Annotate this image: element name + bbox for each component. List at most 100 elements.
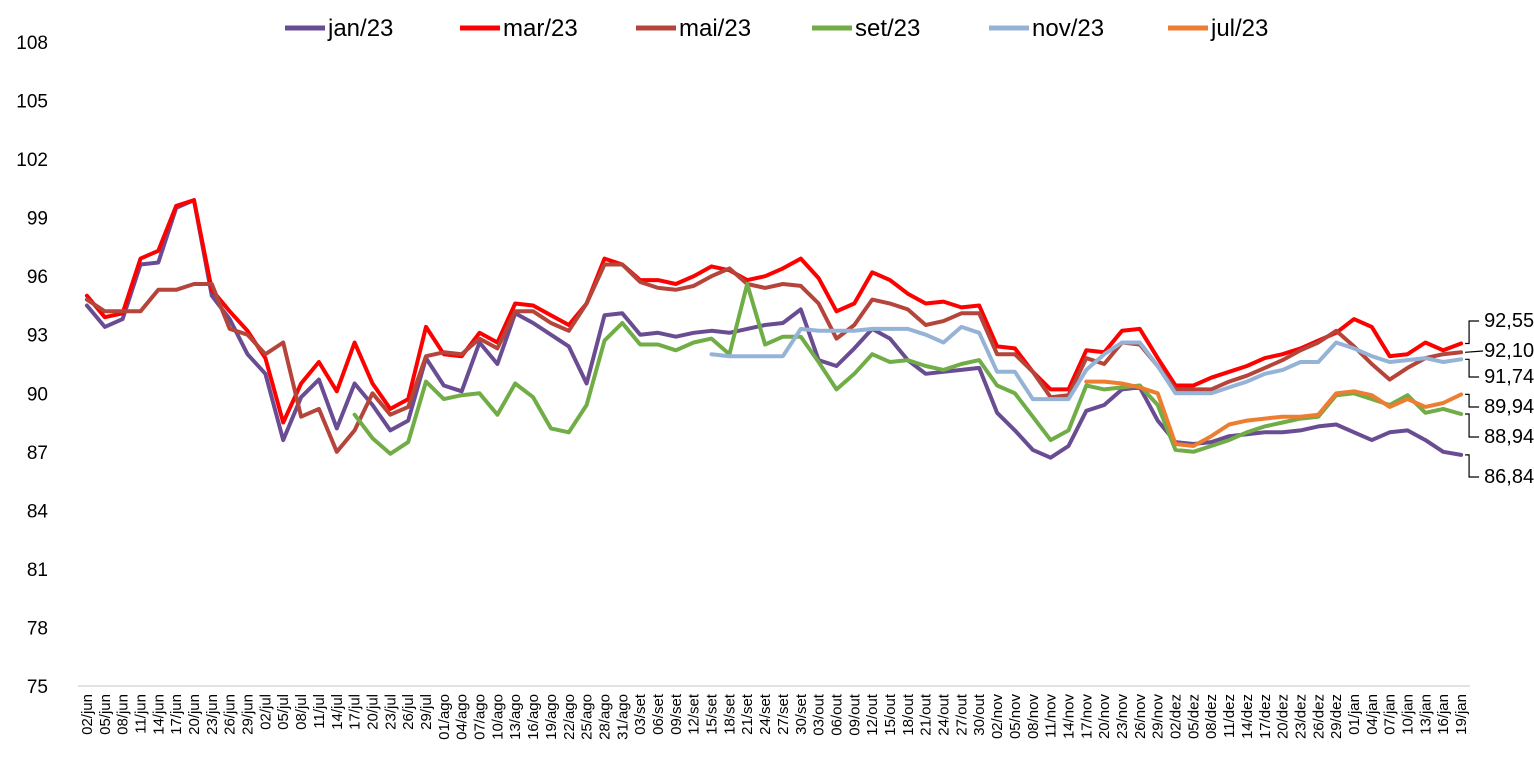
x-tick-label: 16/ago xyxy=(525,694,542,740)
x-tick-label: 10/jan xyxy=(1400,694,1417,735)
series-line-nov-23 xyxy=(709,324,1464,402)
x-tick-label: 26/jul xyxy=(400,694,417,730)
x-tick-label: 26/dez xyxy=(1310,694,1327,739)
x-tick-label: 06/set xyxy=(650,693,667,735)
y-tick-label: 78 xyxy=(27,618,48,639)
x-tick-label: 11/dez xyxy=(1221,694,1238,738)
end-label-leader xyxy=(1465,413,1480,438)
series-line-mai-23 xyxy=(84,262,1464,454)
end-label-leader xyxy=(1465,454,1480,478)
y-axis: 75 78 81 84 87 90 93 96 99 102 105 108 xyxy=(16,33,48,698)
x-tick-label: 30/set xyxy=(793,693,810,735)
x-tick-label: 15/set xyxy=(704,693,721,735)
x-tick-label: 08/jul xyxy=(293,694,310,730)
x-tick-label: 14/jun xyxy=(150,694,167,735)
x-tick-label: 23/jul xyxy=(382,694,399,730)
x-tick-label: 16/jan xyxy=(1435,694,1452,735)
x-tick-label: 19/ago xyxy=(543,694,560,740)
x-tick-label: 30/out xyxy=(971,693,988,736)
x-tick-label: 02/dez xyxy=(1168,694,1185,739)
x-tick-label: 05/jul xyxy=(275,694,292,730)
x-tick-label: 17/dez xyxy=(1257,694,1274,739)
x-tick-label: 12/set xyxy=(686,693,703,735)
x-axis: 02/jun 05/jun 08/jun 11/jun 14/jun 17/jun 20/j… xyxy=(79,693,1470,740)
x-tick-label: 29/dez xyxy=(1328,694,1345,739)
x-tick-label: 05/nov xyxy=(1007,694,1024,740)
y-tick-label: 102 xyxy=(16,150,48,171)
legend-label: mar/23 xyxy=(503,15,578,42)
end-value-label: 92,10 xyxy=(1484,340,1534,362)
y-tick-label: 84 xyxy=(27,501,49,522)
series-line-jul-23 xyxy=(1084,379,1464,448)
x-tick-label: 13/ago xyxy=(507,694,524,740)
end-label-leader xyxy=(1465,320,1480,345)
x-tick-label: 09/out xyxy=(846,693,863,736)
x-tick-label: 14/jul xyxy=(329,694,346,730)
series-line-set-23 xyxy=(352,282,1464,456)
y-tick-label: 90 xyxy=(27,384,48,405)
x-tick-label: 26/nov xyxy=(1132,694,1149,740)
x-tick-label: 27/set xyxy=(775,693,792,735)
x-tick-label: 19/jan xyxy=(1453,694,1470,735)
x-tick-label: 18/set xyxy=(721,693,738,735)
x-tick-label: 29/jul xyxy=(418,694,435,730)
x-tick-label: 18/out xyxy=(900,693,917,736)
end-labels: 92,55 92,10 91,74 89,94 88,94 86,84 xyxy=(1465,310,1534,488)
x-tick-label: 14/nov xyxy=(1060,694,1077,740)
y-tick-label: 87 xyxy=(27,443,48,464)
x-tick-label: 05/dez xyxy=(1185,694,1202,739)
x-tick-label: 23/jun xyxy=(204,694,221,735)
x-tick-label: 20/jun xyxy=(186,694,203,735)
legend-label: mai/23 xyxy=(679,15,751,42)
y-tick-label: 99 xyxy=(27,209,48,230)
end-label-leader xyxy=(1465,358,1480,378)
x-tick-label: 24/out xyxy=(936,693,953,736)
x-tick-label: 04/jan xyxy=(1364,694,1381,735)
x-tick-label: 31/ago xyxy=(614,694,631,740)
x-tick-label: 27/out xyxy=(953,693,970,736)
x-tick-label: 01/ago xyxy=(436,694,453,740)
legend-label: set/23 xyxy=(855,15,920,42)
x-tick-label: 11/jul xyxy=(311,694,328,729)
x-tick-label: 17/jun xyxy=(168,694,185,735)
x-tick-label: 08/jun xyxy=(115,694,132,735)
x-tick-label: 28/ago xyxy=(596,694,613,740)
x-tick-label: 23/dez xyxy=(1292,694,1309,739)
y-tick-label: 96 xyxy=(27,267,48,288)
x-tick-label: 07/jan xyxy=(1382,694,1399,735)
end-value-label: 88,94 xyxy=(1484,426,1534,448)
x-tick-label: 11/jun xyxy=(132,694,149,734)
x-tick-label: 25/ago xyxy=(579,694,596,740)
x-tick-label: 14/dez xyxy=(1239,694,1256,739)
end-label-leader xyxy=(1465,350,1484,353)
legend-label: jul/23 xyxy=(1210,15,1268,42)
x-tick-label: 10/ago xyxy=(489,694,506,740)
x-tick-label: 06/out xyxy=(828,693,845,736)
x-tick-label: 07/ago xyxy=(472,694,489,740)
series-line-jan-23 xyxy=(84,198,1464,460)
x-tick-label: 20/dez xyxy=(1275,694,1292,739)
y-tick-label: 93 xyxy=(27,326,48,347)
x-tick-label: 03/set xyxy=(632,693,649,735)
x-tick-label: 24/set xyxy=(757,693,774,735)
x-tick-label: 08/dez xyxy=(1203,694,1220,739)
x-tick-label: 02/jun xyxy=(79,694,96,735)
end-value-label: 89,94 xyxy=(1484,396,1534,418)
x-tick-label: 29/nov xyxy=(1150,694,1167,740)
x-tick-label: 02/nov xyxy=(989,694,1006,740)
legend-label: jan/23 xyxy=(327,15,393,42)
y-tick-label: 81 xyxy=(27,560,48,581)
x-tick-label: 01/jan xyxy=(1346,694,1363,735)
x-tick-label: 15/out xyxy=(882,693,899,736)
y-tick-label: 108 xyxy=(16,33,48,54)
x-tick-label: 20/jul xyxy=(364,694,381,730)
x-tick-label: 17/nov xyxy=(1078,694,1095,740)
end-value-label: 92,55 xyxy=(1484,310,1534,332)
x-tick-label: 21/set xyxy=(739,693,756,735)
x-tick-label: 26/jun xyxy=(222,694,239,735)
end-label-leader xyxy=(1465,393,1480,408)
x-tick-label: 03/out xyxy=(811,693,828,736)
series-line-mar-23 xyxy=(84,198,1464,425)
y-tick-label: 105 xyxy=(16,92,48,113)
x-tick-label: 11/nov xyxy=(1043,694,1060,738)
